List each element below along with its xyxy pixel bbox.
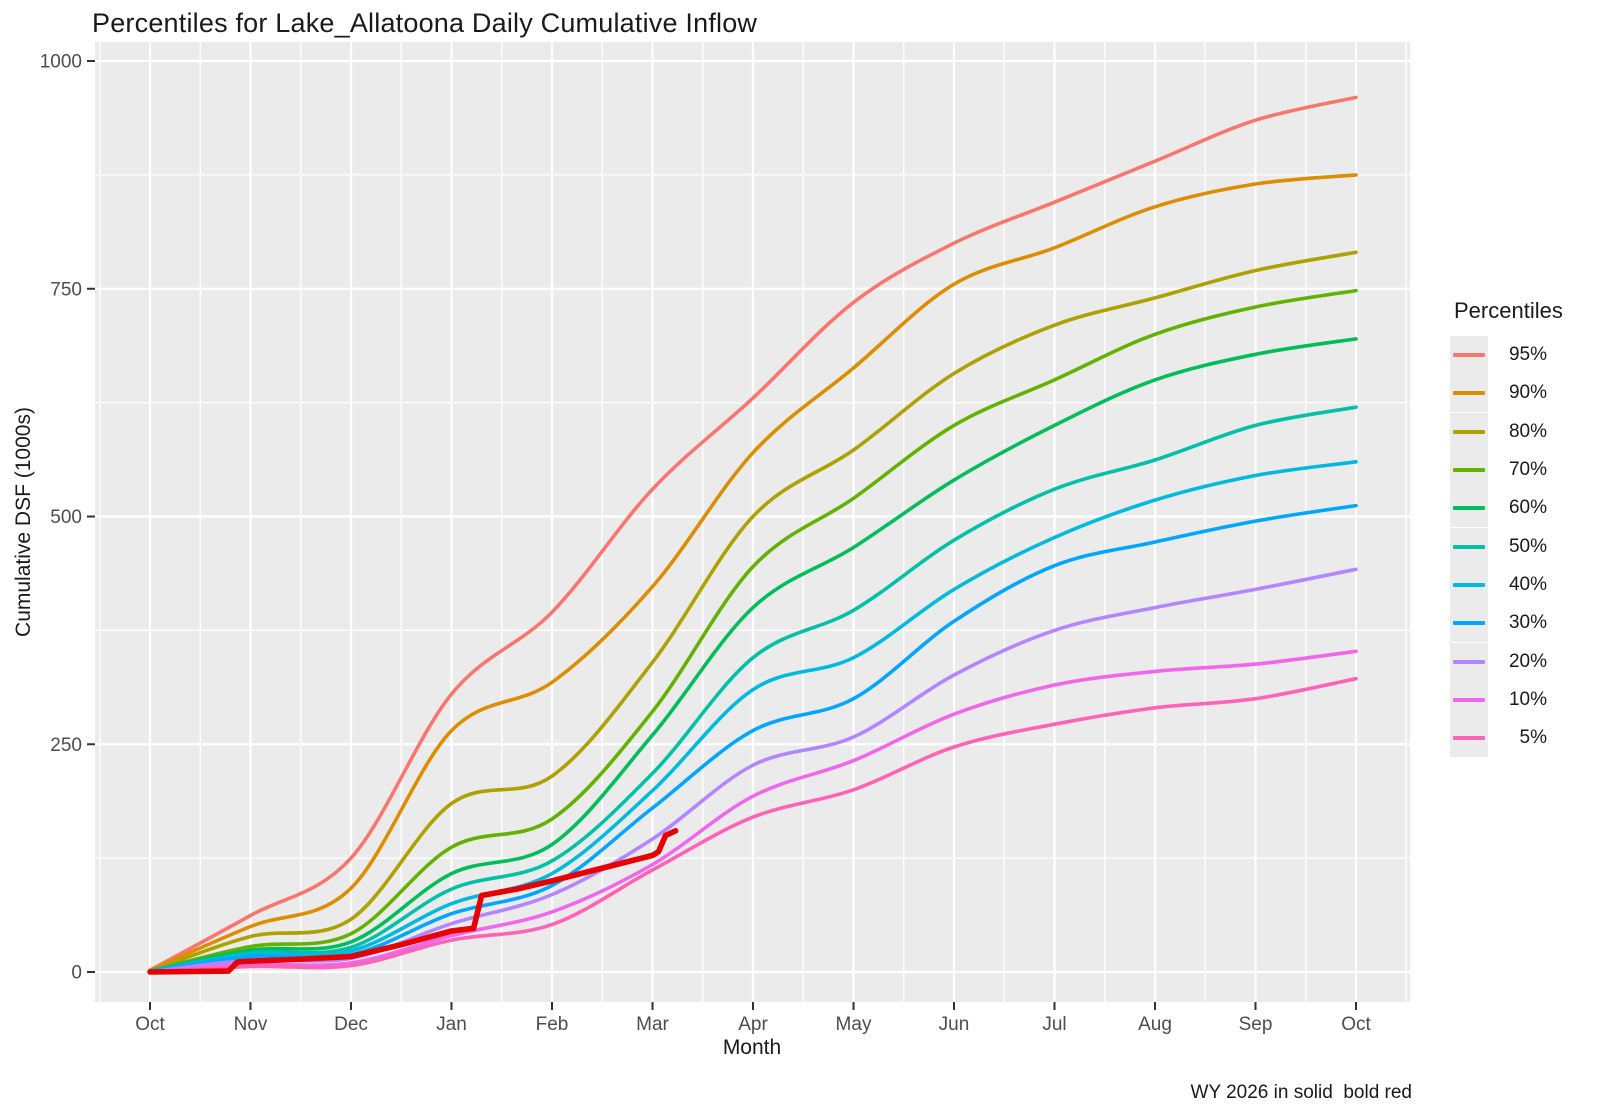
x-tick-label: Apr: [738, 1014, 768, 1035]
legend-item: 20%: [1450, 642, 1595, 681]
legend-item-label: 95%: [1508, 344, 1547, 366]
x-tick-label: Mar: [636, 1014, 669, 1035]
legend-item-label: 80%: [1508, 420, 1547, 442]
legend-item: 40%: [1450, 565, 1595, 604]
y-tick-label: 250: [50, 735, 82, 756]
x-tick-label: Dec: [334, 1014, 368, 1035]
series-line-95%: [148, 95, 1358, 972]
y-tick-label: 0: [71, 963, 82, 984]
x-tick-label: May: [836, 1014, 872, 1035]
legend-key-line: [1453, 391, 1485, 396]
series-line-60%: [148, 337, 1358, 973]
legend-item: 70%: [1450, 451, 1595, 490]
series-line-10%: [148, 649, 1358, 974]
legend-key-line: [1453, 621, 1485, 626]
series-line-90%: [148, 173, 1358, 972]
legend-key-line: [1453, 544, 1485, 549]
legend-item: 90%: [1450, 374, 1595, 413]
legend-item: 80%: [1450, 412, 1595, 451]
legend-key-line: [1453, 506, 1485, 511]
legend-key-line: [1453, 582, 1485, 587]
legend-key-line: [1453, 353, 1485, 358]
legend-key: [1450, 374, 1488, 413]
highlight-line-wy-2026: [147, 827, 679, 975]
legend-item: 50%: [1450, 527, 1595, 566]
legend-key: [1450, 451, 1488, 490]
legend-key: [1450, 527, 1488, 566]
x-tick-label: Oct: [1341, 1014, 1371, 1035]
legend-item: 60%: [1450, 489, 1595, 528]
legend-item-label: 20%: [1508, 650, 1547, 672]
series-line-70%: [148, 288, 1358, 973]
legend-item-label: 40%: [1508, 573, 1547, 595]
y-tick-label: 750: [50, 279, 82, 300]
caption: WY 2026 in solid bold red: [1190, 1082, 1412, 1103]
x-tick-label: Jan: [436, 1014, 467, 1035]
x-tick-label: Sep: [1239, 1014, 1273, 1035]
x-tick-label: Jun: [939, 1014, 970, 1035]
legend-item-label: 10%: [1508, 688, 1547, 710]
x-tick-label: Feb: [536, 1014, 569, 1035]
legend-key: [1450, 412, 1488, 451]
legend-key-line: [1453, 697, 1485, 702]
legend-key: [1450, 489, 1488, 528]
legend-item: 30%: [1450, 604, 1595, 643]
series-line-80%: [148, 250, 1358, 973]
legend-key: [1450, 719, 1488, 758]
legend-title: Percentiles: [1454, 298, 1563, 323]
legend-item: 5%: [1450, 719, 1595, 758]
legend-key: [1450, 680, 1488, 719]
legend-key-line: [1453, 468, 1485, 473]
legend-key-line: [1453, 429, 1485, 434]
x-tick-label: Jul: [1042, 1014, 1066, 1035]
legend: Percentiles 95% 90% 80% 70% 60% 50% 40% 30% 20% 1…: [1450, 298, 1595, 758]
legend-item-label: 60%: [1508, 497, 1547, 519]
y-tick-label: 1000: [40, 52, 82, 73]
y-tick-label: 500: [50, 507, 82, 528]
legend-key: [1450, 336, 1488, 375]
legend-key-line: [1453, 736, 1485, 741]
legend-item-label: 5%: [1519, 727, 1547, 749]
legend-key: [1450, 604, 1488, 643]
legend-item-label: 90%: [1508, 382, 1547, 404]
legend-item: 95%: [1450, 336, 1595, 375]
x-tick-label: Aug: [1138, 1014, 1172, 1035]
legend-item: 10%: [1450, 680, 1595, 719]
legend-item-label: 30%: [1508, 612, 1547, 634]
y-axis-title: Cumulative DSF (1000s): [12, 407, 35, 637]
series-line-50%: [148, 405, 1358, 973]
x-tick-label: Oct: [135, 1014, 165, 1035]
legend-key-line: [1453, 659, 1485, 664]
legend-key: [1450, 565, 1488, 604]
series-line-40%: [148, 460, 1358, 973]
legend-key: [1450, 642, 1488, 681]
x-tick-label: Nov: [234, 1014, 268, 1035]
legend-items: 95% 90% 80% 70% 60% 50% 40% 30% 20% 10% 5%: [1450, 336, 1595, 758]
chart-title: Percentiles for Lake_Allatoona Daily Cum…: [92, 8, 758, 38]
series-line-5%: [148, 676, 1358, 974]
legend-item-label: 70%: [1508, 459, 1547, 481]
legend-item-label: 50%: [1508, 535, 1547, 557]
x-axis-title: Month: [722, 1036, 782, 1059]
